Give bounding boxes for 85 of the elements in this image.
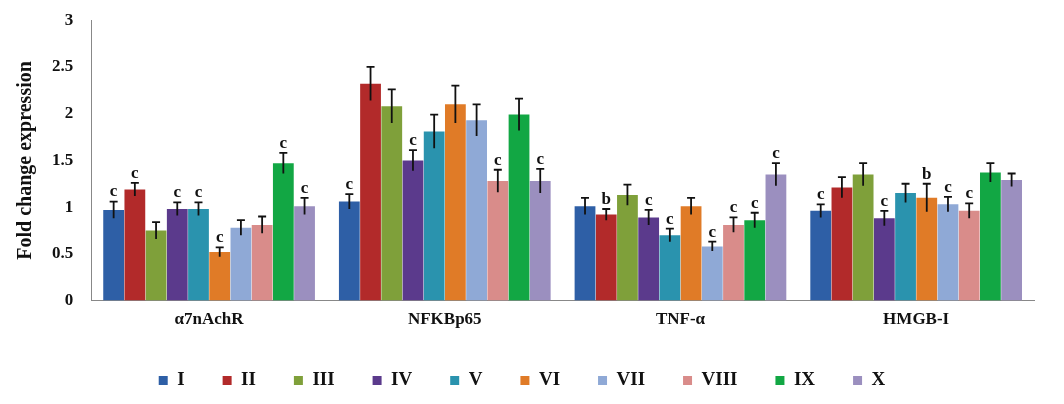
y-axis-title: Fold change expression [13,61,37,260]
data-label: b [601,188,611,208]
data-label: c [109,181,118,201]
data-label: c [194,182,203,202]
bar [765,174,787,301]
x-tick-label: α7nAchR [174,309,245,329]
x-tick-label: HMGB-I [883,309,950,329]
bar [937,204,959,301]
legend-label: IV [391,368,413,390]
bar [831,187,853,301]
legend-label: IX [793,368,816,390]
bar [466,120,487,301]
bar [145,230,167,301]
bar [873,218,895,301]
data-label: c [750,192,759,212]
bar [638,217,660,301]
bar [124,189,146,301]
data-label: c [666,208,675,228]
bar [980,172,1001,301]
legend-label: VIII [701,368,738,390]
bar [810,210,832,301]
data-label: c [409,130,418,150]
bar [574,206,596,301]
bar [444,104,466,301]
legend-label: VII [616,368,646,390]
bar [423,131,445,301]
data-label: c [965,183,974,203]
x-tick-label: TNF-α [655,309,706,329]
bar [895,193,916,301]
legend-label: II [241,368,256,390]
data-label: c [729,197,738,217]
data-label: c [345,173,354,193]
x-tick-label: NFKBp65 [407,309,482,329]
bar [338,201,360,301]
bar [958,210,980,301]
bar [294,206,315,301]
bar [381,106,403,301]
bar [188,209,209,301]
bar [508,114,530,301]
y-tick-label: 2.5 [52,56,74,76]
bar [744,220,766,301]
data-label: c [173,182,182,202]
bar [701,246,723,301]
y-tick-label: 0.5 [52,243,74,263]
bar [251,224,273,301]
bar [595,214,617,301]
data-label: c [644,189,653,209]
bar [272,163,294,301]
data-label: c [279,132,288,152]
y-tick-label: 2 [64,103,74,123]
legend-label: V [468,368,483,390]
legend-label: III [312,368,335,390]
bar [916,197,938,301]
bar [659,235,681,301]
data-label: c [215,227,224,247]
y-tick-label: 1.5 [52,149,74,169]
bar [166,209,188,301]
data-label: c [536,148,545,168]
bar [360,83,381,301]
y-tick-label: 3 [64,9,74,29]
legend-label: I [177,368,185,390]
data-label: c [944,176,953,196]
bar [230,227,252,301]
data-label: b [922,163,932,183]
bar [529,180,551,301]
bar [852,174,874,301]
bar [617,194,638,301]
data-label: c [880,190,889,210]
data-label: c [772,143,781,163]
data-label: c [494,149,503,169]
y-tick-label: 1 [64,196,74,216]
bar [680,206,702,301]
bar [723,224,744,301]
bar [402,160,424,301]
legend-label: X [871,368,886,390]
bar [209,252,231,301]
data-label: c [816,184,825,204]
data-label: c [708,221,717,241]
y-tick-label: 0 [64,289,74,309]
bar [103,209,125,301]
bar [487,180,509,301]
bar [1001,180,1022,301]
legend-label: VI [538,368,561,390]
data-label: c [131,162,140,182]
data-label: c [300,177,309,197]
